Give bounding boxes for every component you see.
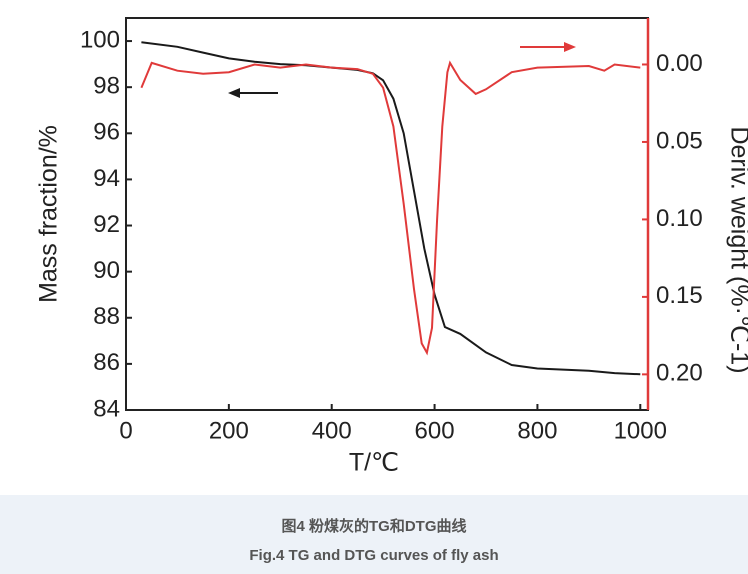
y-tick-label: 88 — [93, 303, 120, 330]
caption-en: Fig.4 TG and DTG curves of fly ash — [249, 547, 498, 564]
plot-frame — [125, 17, 649, 411]
y2-tick-label: 0.15 — [656, 282, 703, 309]
y-tick-label: 92 — [93, 211, 120, 238]
x-tick-label: 400 — [312, 417, 352, 444]
y-tick-label: 86 — [93, 349, 120, 376]
data-line — [141, 41, 641, 376]
y2-tick-label: 0.00 — [656, 50, 703, 77]
data-line — [140, 60, 641, 356]
y-tick-label: 84 — [93, 395, 120, 422]
y2-tick-label: 0.10 — [656, 205, 703, 232]
y2-tick-label: 0.05 — [656, 127, 703, 154]
arrows — [228, 42, 576, 98]
x-tick-label: 1000 — [614, 417, 667, 444]
x-tick-label: 600 — [415, 417, 455, 444]
x-axis-label: T/℃ — [349, 449, 399, 477]
y2-tick-label: 0.20 — [656, 360, 703, 387]
caption-bg — [0, 495, 748, 574]
y2-axis-label: Deriv. weight (%·℃-1) — [725, 126, 748, 373]
y-tick-label: 98 — [93, 73, 120, 100]
x-tick-label: 200 — [209, 417, 249, 444]
x-tick-label: 0 — [119, 417, 132, 444]
x-tick-label: 800 — [517, 417, 557, 444]
y-tick-label: 94 — [93, 165, 120, 192]
caption-zh: 图4 粉煤灰的TG和DTG曲线 — [281, 517, 466, 535]
y-axis-label: Mass fraction/% — [35, 125, 63, 303]
y-tick-label: 96 — [93, 119, 120, 146]
y-tick-label: 90 — [93, 257, 120, 284]
y-tick-label: 100 — [80, 26, 120, 53]
